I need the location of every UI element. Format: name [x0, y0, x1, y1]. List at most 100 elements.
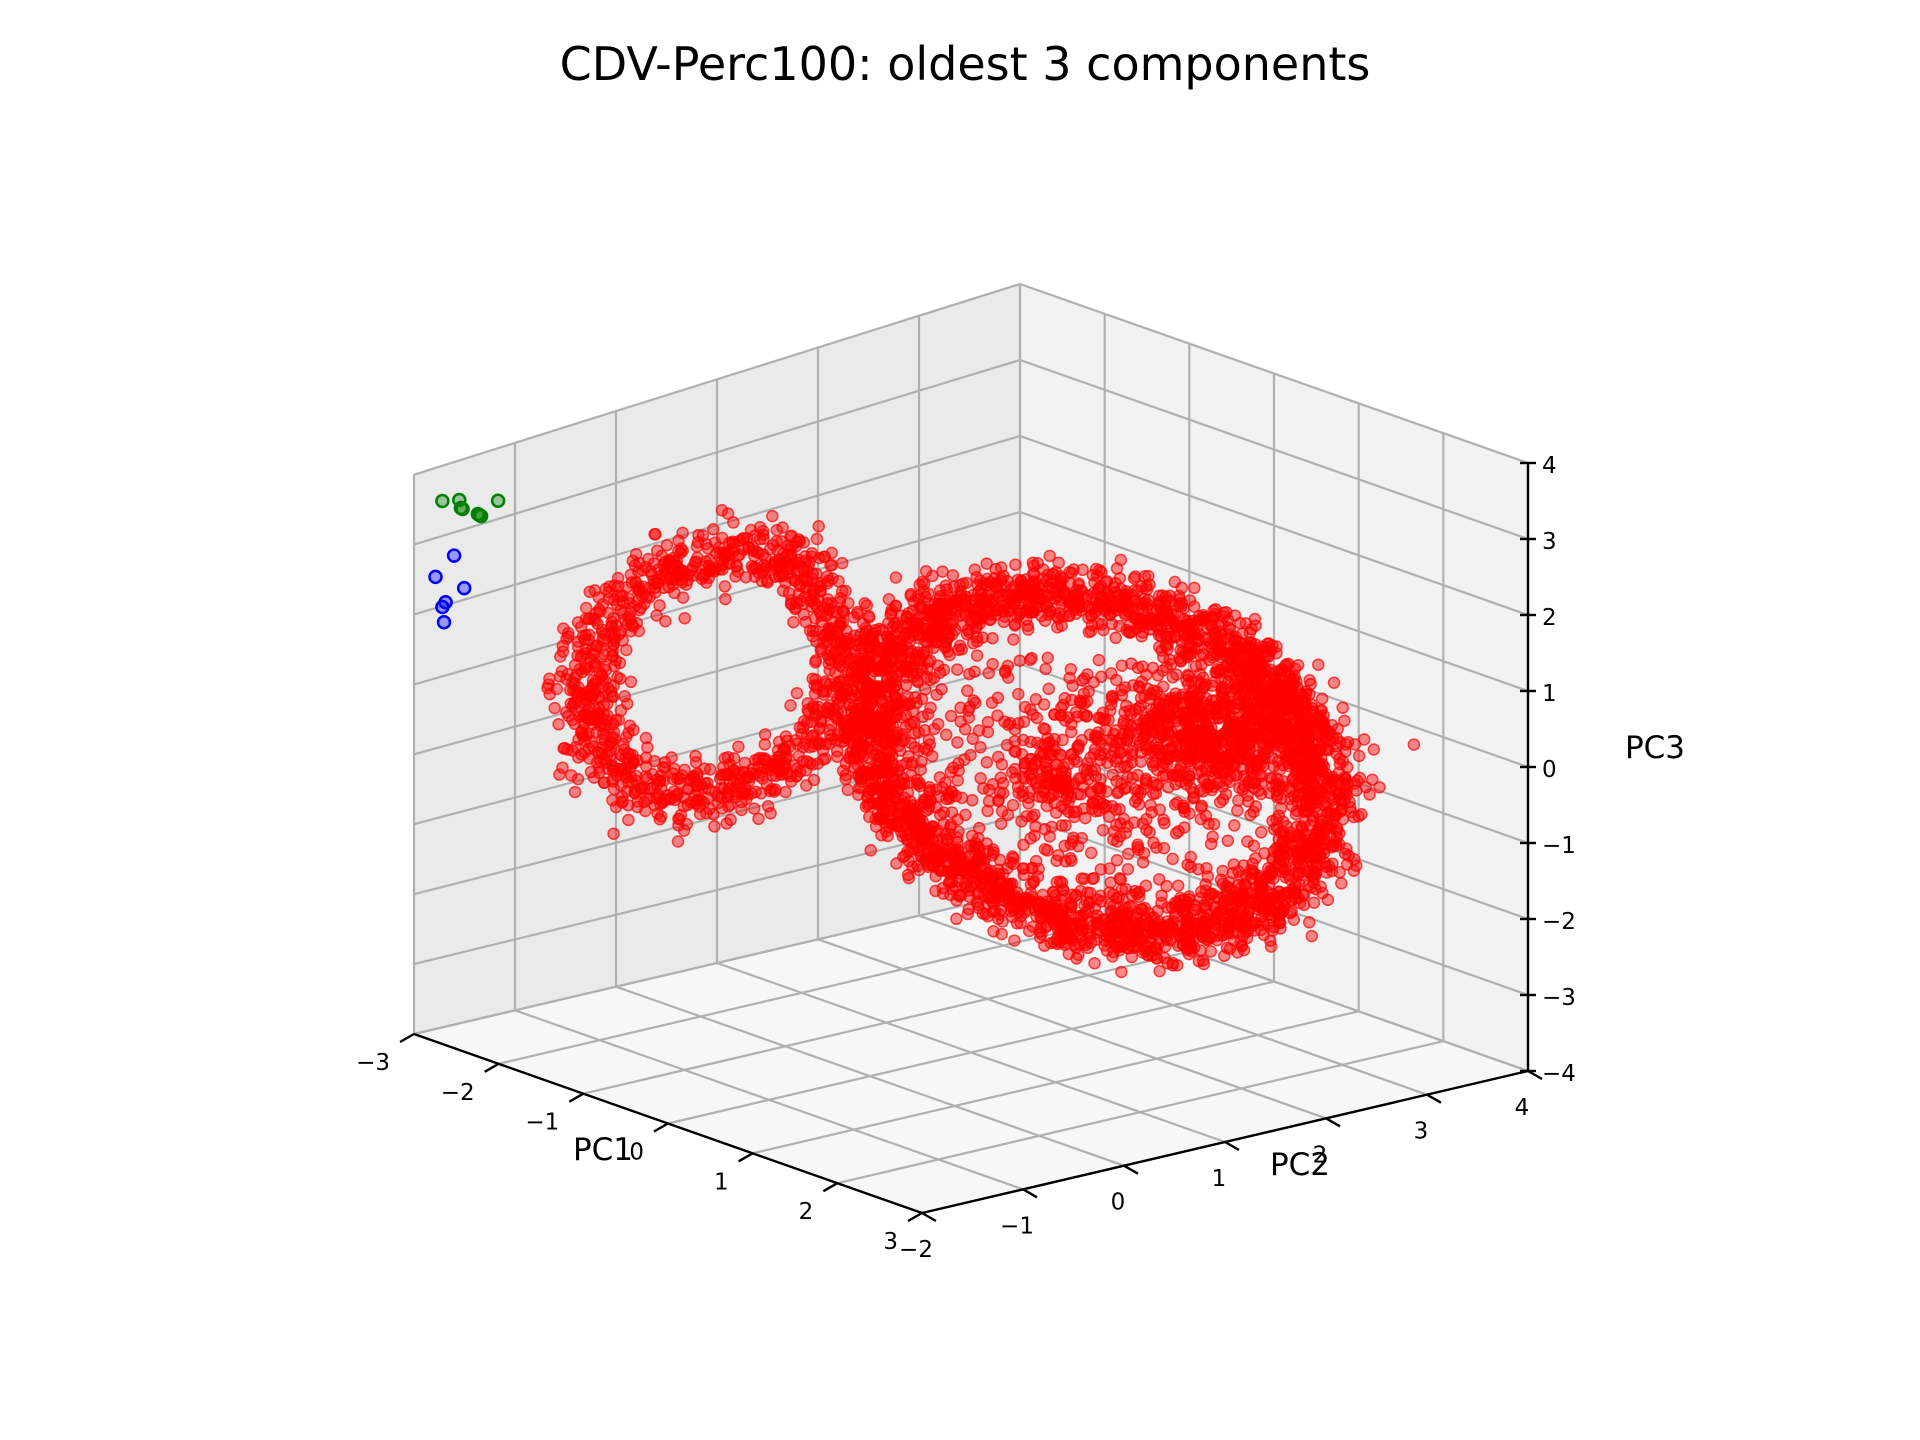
- data-point-red: [562, 709, 575, 723]
- grid-line-y-floor: [615, 985, 1125, 1167]
- data-point-red: [1027, 874, 1041, 887]
- data-point-red: [1198, 917, 1212, 930]
- data-point-red: [1110, 854, 1124, 867]
- data-point-red: [1157, 813, 1170, 827]
- data-point-red: [1305, 929, 1319, 943]
- data-point-red: [1050, 854, 1063, 867]
- data-point-red: [1121, 862, 1135, 876]
- data-point-red: [1223, 909, 1236, 922]
- data-point-red: [1098, 603, 1112, 616]
- data-point-red: [576, 629, 590, 643]
- data-point-red: [986, 849, 999, 862]
- data-point-red: [1007, 633, 1020, 646]
- data-point-red: [1129, 570, 1142, 583]
- data-point-red: [1070, 805, 1083, 818]
- data-point-red: [800, 779, 813, 792]
- data-point-red: [586, 674, 600, 687]
- data-point-red: [806, 630, 820, 643]
- data-point-red: [925, 749, 939, 763]
- data-point-red: [1321, 893, 1335, 907]
- data-point-red: [1089, 804, 1102, 818]
- data-point-red: [1182, 769, 1196, 783]
- data-point-red: [1063, 609, 1076, 623]
- data-point-red: [1195, 720, 1209, 734]
- data-point-red: [829, 645, 842, 658]
- data-point-red: [848, 629, 861, 642]
- data-point-red: [1341, 776, 1354, 790]
- data-point-red: [810, 532, 824, 546]
- data-point-red: [1150, 779, 1163, 792]
- data-point-red: [800, 716, 814, 730]
- data-point-red: [689, 749, 702, 763]
- data-point-red: [1009, 558, 1022, 571]
- data-point-red: [1307, 896, 1321, 909]
- data-point-red: [729, 570, 742, 583]
- data-point-red: [1099, 723, 1113, 737]
- grid-line-y-floor: [716, 961, 1226, 1144]
- data-point-red: [1319, 770, 1332, 784]
- scatter-points: [428, 492, 1421, 979]
- data-point-red: [1254, 826, 1268, 839]
- data-point-red: [605, 690, 618, 703]
- data-point-red: [836, 616, 849, 629]
- data-point-red: [726, 535, 739, 548]
- data-point-red: [1327, 676, 1341, 689]
- data-point-red: [1206, 830, 1219, 843]
- data-point-red: [1094, 863, 1108, 876]
- data-point-red: [929, 884, 942, 898]
- data-point-red: [620, 643, 633, 657]
- data-point-red: [887, 699, 900, 713]
- data-point-red: [711, 796, 725, 810]
- data-point-red: [1030, 736, 1044, 750]
- data-point-red: [1159, 710, 1172, 723]
- data-point-red: [641, 741, 654, 754]
- data-point-red: [1026, 861, 1039, 875]
- data-point-red: [624, 675, 638, 689]
- data-point-red: [610, 769, 624, 782]
- data-point-red: [715, 768, 728, 782]
- data-point-red: [1265, 772, 1279, 785]
- data-point-red: [965, 794, 979, 807]
- data-point-red: [797, 608, 810, 621]
- data-point-red: [569, 740, 582, 754]
- data-point-red: [1001, 671, 1015, 684]
- data-point-red: [1338, 795, 1351, 808]
- data-point-red: [1042, 589, 1055, 602]
- data-point-red: [1187, 600, 1201, 613]
- data-point-red: [764, 807, 777, 820]
- data-point-red: [1043, 748, 1056, 762]
- data-point-red: [1302, 768, 1315, 782]
- data-point-red: [1214, 651, 1227, 664]
- data-point-red: [813, 737, 827, 750]
- data-point-red: [620, 784, 634, 798]
- data-point-red: [971, 898, 985, 911]
- data-point-red: [1026, 810, 1039, 824]
- data-point-red: [959, 808, 972, 822]
- data-point-red: [1057, 760, 1070, 774]
- data-point-red: [779, 785, 792, 799]
- data-point-red: [995, 927, 1008, 941]
- data-point-red: [1116, 893, 1130, 906]
- data-point-red: [1078, 936, 1091, 949]
- data-point-red: [622, 813, 635, 827]
- data-point-red: [939, 579, 952, 592]
- data-point-red: [933, 808, 947, 822]
- data-point-red: [648, 754, 661, 768]
- data-point-red: [1244, 808, 1257, 822]
- data-point-red: [557, 742, 570, 755]
- data-point-red: [1213, 795, 1227, 809]
- data-point-red: [875, 796, 888, 810]
- data-point-red: [749, 562, 763, 575]
- data-point-red: [1052, 556, 1065, 569]
- data-point-red: [758, 738, 772, 751]
- data-point-red: [1113, 619, 1126, 633]
- data-point-red: [770, 523, 784, 537]
- data-point-red: [818, 628, 832, 642]
- data-point-red: [1024, 703, 1037, 716]
- data-point-red: [1083, 728, 1097, 742]
- data-point-red: [895, 759, 908, 772]
- data-point-red: [882, 593, 896, 606]
- grid-line-z-back: [413, 282, 1021, 476]
- data-point-red: [624, 612, 637, 626]
